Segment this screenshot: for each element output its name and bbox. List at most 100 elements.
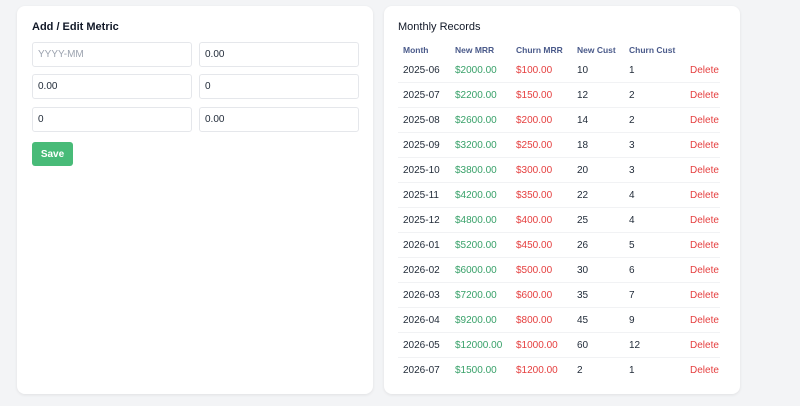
records-title: Monthly Records <box>398 21 481 33</box>
cell-churn-mrr: $250.00 <box>511 132 572 158</box>
table-row: 2025-07 $2200.00 $150.00 12 2 Delete <box>398 82 720 108</box>
extra-amount-input[interactable] <box>199 107 359 132</box>
table-row: 2026-01 $5200.00 $450.00 26 5 Delete <box>398 232 720 258</box>
cell-churn-cust: 6 <box>624 257 685 283</box>
monthly-records-card: Monthly Records Month New MRR Churn MRR … <box>384 6 740 394</box>
table-header-row: Month New MRR Churn MRR New Cust Churn C… <box>398 42 720 58</box>
cell-new-cust: 35 <box>572 282 624 308</box>
delete-button[interactable]: Delete <box>685 332 720 358</box>
cell-new-mrr: $3800.00 <box>450 157 511 183</box>
cell-churn-cust: 9 <box>624 307 685 333</box>
table-row: 2025-09 $3200.00 $250.00 18 3 Delete <box>398 132 720 158</box>
cell-new-cust: 20 <box>572 157 624 183</box>
cell-churn-cust: 7 <box>624 282 685 308</box>
cell-churn-mrr: $300.00 <box>511 157 572 183</box>
table-row: 2026-02 $6000.00 $500.00 30 6 Delete <box>398 257 720 283</box>
header-month: Month <box>403 45 429 55</box>
table-row: 2026-07 $1500.00 $1200.00 2 1 Delete <box>398 358 720 383</box>
table-row: 2026-04 $9200.00 $800.00 45 9 Delete <box>398 307 720 333</box>
cell-churn-cust: 2 <box>624 82 685 108</box>
cell-new-mrr: $2000.00 <box>450 58 511 83</box>
delete-button[interactable]: Delete <box>685 307 720 333</box>
new-mrr-input[interactable] <box>199 42 359 67</box>
delete-button[interactable]: Delete <box>685 132 720 158</box>
table-row: 2025-08 $2600.00 $200.00 14 2 Delete <box>398 107 720 133</box>
table-row: 2025-11 $4200.00 $350.00 22 4 Delete <box>398 182 720 208</box>
cell-month: 2025-07 <box>398 82 450 108</box>
cell-new-mrr: $1500.00 <box>455 364 497 376</box>
cell-month: 2025-11 <box>398 182 450 208</box>
header-actions <box>685 42 720 58</box>
table-row: 2026-05 $12000.00 $1000.00 60 12 Delete <box>398 332 720 358</box>
delete-button[interactable]: Delete <box>685 82 720 108</box>
delete-button[interactable]: Delete <box>685 107 720 133</box>
new-customers-input[interactable] <box>199 74 359 99</box>
header-churn-mrr: Churn MRR <box>516 45 563 55</box>
cell-new-cust: 10 <box>572 58 624 83</box>
cell-churn-cust: 1 <box>624 58 685 83</box>
cell-new-cust: 14 <box>572 107 624 133</box>
delete-button[interactable]: Delete <box>685 157 720 183</box>
delete-button[interactable]: Delete <box>685 257 720 283</box>
cell-churn-mrr: $800.00 <box>511 307 572 333</box>
cell-new-cust: 2 <box>577 364 583 376</box>
delete-button[interactable]: Delete <box>685 232 720 258</box>
cell-churn-cust: 4 <box>624 207 685 233</box>
table-row: 2025-10 $3800.00 $300.00 20 3 Delete <box>398 157 720 183</box>
save-button[interactable]: Save <box>32 142 73 166</box>
cell-new-cust: 30 <box>572 257 624 283</box>
delete-button[interactable]: Delete <box>685 207 720 233</box>
cell-month: 2025-06 <box>398 58 450 83</box>
delete-button[interactable]: Delete <box>685 182 720 208</box>
cell-new-cust: 12 <box>572 82 624 108</box>
cell-churn-mrr: $150.00 <box>511 82 572 108</box>
churn-mrr-input[interactable] <box>32 74 192 99</box>
header-churn-cust: Churn Cust <box>629 45 676 55</box>
cell-month: 2025-10 <box>398 157 450 183</box>
header-new-cust: New Cust <box>577 45 616 55</box>
cell-month: 2025-08 <box>398 107 450 133</box>
cell-churn-cust: 3 <box>624 132 685 158</box>
records-table: Month New MRR Churn MRR New Cust Churn C… <box>398 42 720 382</box>
cell-churn-mrr: $1200.00 <box>516 364 558 376</box>
cell-month: 2026-01 <box>398 232 450 258</box>
delete-button[interactable]: Delete <box>685 58 720 83</box>
cell-new-cust: 18 <box>572 132 624 158</box>
cell-new-mrr: $12000.00 <box>450 332 511 358</box>
cell-month: 2026-05 <box>398 332 450 358</box>
form-title: Add / Edit Metric <box>32 21 119 33</box>
table-row: 2025-06 $2000.00 $100.00 10 1 Delete <box>398 58 720 83</box>
cell-month: 2025-09 <box>398 132 450 158</box>
cell-churn-mrr: $100.00 <box>511 58 572 83</box>
header-new-mrr: New MRR <box>455 45 495 55</box>
cell-new-cust: 26 <box>572 232 624 258</box>
cell-churn-cust: 3 <box>624 157 685 183</box>
cell-new-mrr: $3200.00 <box>450 132 511 158</box>
cell-month: 2026-07 <box>403 364 440 376</box>
cell-month: 2025-12 <box>398 207 450 233</box>
cell-new-mrr: $4800.00 <box>450 207 511 233</box>
cell-month: 2026-03 <box>398 282 450 308</box>
cell-churn-cust: 5 <box>624 232 685 258</box>
cell-new-mrr: $7200.00 <box>450 282 511 308</box>
churn-customers-input[interactable] <box>32 107 192 132</box>
cell-new-mrr: $2200.00 <box>450 82 511 108</box>
cell-churn-mrr: $600.00 <box>511 282 572 308</box>
cell-month: 2026-04 <box>398 307 450 333</box>
cell-new-mrr: $6000.00 <box>450 257 511 283</box>
metric-form-card: Add / Edit Metric Save <box>17 6 373 394</box>
cell-new-mrr: $9200.00 <box>450 307 511 333</box>
cell-month: 2026-02 <box>398 257 450 283</box>
cell-churn-mrr: $500.00 <box>511 257 572 283</box>
table-row: 2025-12 $4800.00 $400.00 25 4 Delete <box>398 207 720 233</box>
month-input[interactable] <box>32 42 192 67</box>
cell-churn-cust: 1 <box>629 364 635 376</box>
cell-new-mrr: $2600.00 <box>450 107 511 133</box>
delete-button[interactable]: Delete <box>685 282 720 308</box>
cell-churn-mrr: $200.00 <box>511 107 572 133</box>
cell-churn-cust: 4 <box>624 182 685 208</box>
cell-new-cust: 25 <box>572 207 624 233</box>
delete-button[interactable]: Delete <box>690 364 719 376</box>
cell-new-cust: 22 <box>572 182 624 208</box>
cell-new-cust: 45 <box>572 307 624 333</box>
